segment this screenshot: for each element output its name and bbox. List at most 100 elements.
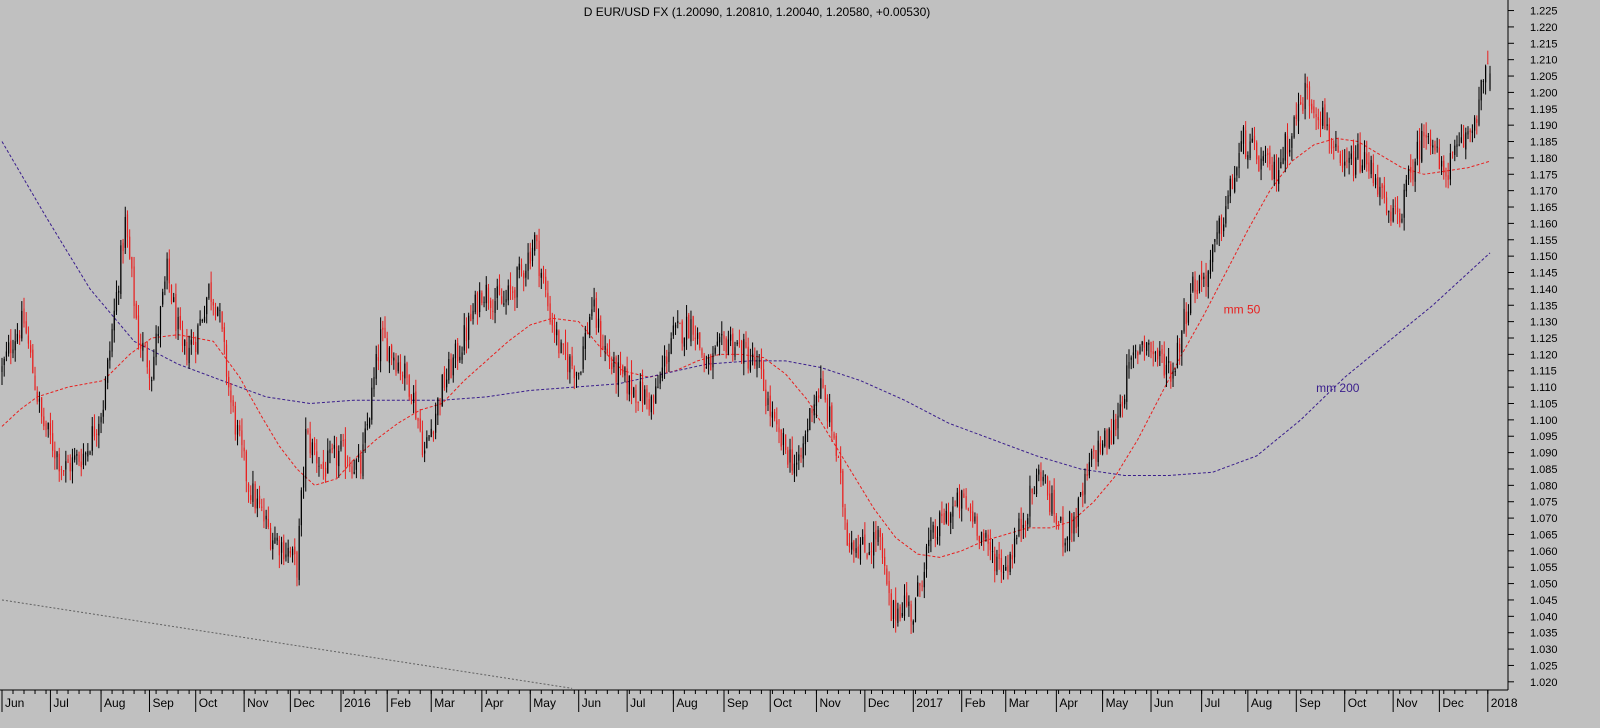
- candle-body: [115, 292, 118, 312]
- candle-body: [1414, 161, 1416, 182]
- candle: [908, 595, 910, 617]
- candle: [1469, 128, 1471, 143]
- candle: [1295, 102, 1297, 126]
- candle: [1449, 143, 1451, 186]
- candle: [558, 329, 560, 359]
- candle-body: [745, 342, 747, 348]
- candle-body: [692, 316, 694, 335]
- candle: [516, 266, 518, 308]
- candle: [496, 278, 498, 310]
- candle: [382, 320, 384, 342]
- candle-body: [69, 462, 71, 472]
- candle-body: [366, 424, 368, 426]
- candle-body: [1088, 462, 1090, 476]
- candle: [989, 529, 991, 561]
- y-tick-label: 1.035: [1530, 628, 1558, 640]
- candle-body: [1154, 352, 1157, 354]
- candle: [1220, 214, 1223, 242]
- candle-body: [1051, 493, 1053, 514]
- candle: [1139, 344, 1141, 355]
- candle: [294, 538, 296, 566]
- candle: [1271, 156, 1273, 181]
- candle-body: [908, 601, 910, 606]
- candle-body: [230, 390, 232, 403]
- candle: [1443, 155, 1445, 180]
- candle: [384, 316, 386, 339]
- candle-body: [1020, 519, 1022, 531]
- candle-body: [763, 369, 765, 391]
- candle: [553, 314, 556, 343]
- candle-body: [520, 264, 523, 271]
- candle-body: [787, 450, 789, 465]
- candle: [857, 534, 859, 559]
- candle: [289, 546, 291, 558]
- candle: [1203, 272, 1205, 288]
- x-tick-label: Mar: [1009, 696, 1030, 710]
- candle-body: [1220, 217, 1223, 234]
- candle: [866, 552, 868, 560]
- candle-body: [1401, 218, 1403, 222]
- candle-body: [16, 333, 19, 342]
- candle-body: [285, 554, 287, 558]
- candle-body: [1458, 144, 1460, 146]
- candle-body: [1278, 170, 1280, 184]
- candle-body: [727, 339, 729, 354]
- candle-body: [1443, 160, 1445, 173]
- candle-body: [375, 354, 377, 379]
- candle: [734, 341, 736, 361]
- candle-body: [485, 284, 487, 304]
- x-tick-label: Nov: [247, 696, 268, 710]
- candle-body: [567, 354, 569, 372]
- candle: [683, 337, 685, 357]
- candle: [595, 292, 597, 335]
- y-tick-label: 1.180: [1530, 153, 1558, 165]
- candle-body: [767, 398, 769, 406]
- candle: [52, 420, 54, 458]
- candle-body: [1416, 141, 1418, 159]
- candle: [994, 546, 996, 583]
- candle-body: [1212, 244, 1214, 263]
- candle-body: [1033, 493, 1035, 495]
- candle: [1093, 445, 1095, 459]
- candle: [1436, 137, 1438, 153]
- candle-body: [1348, 157, 1350, 163]
- candle-body: [1192, 276, 1194, 292]
- candle-body: [1454, 145, 1456, 155]
- candle: [1165, 356, 1168, 387]
- candle-body: [155, 333, 157, 358]
- candle: [120, 239, 122, 299]
- candle: [1245, 121, 1247, 160]
- x-tick-label: Apr: [1059, 696, 1078, 710]
- candle-body: [1245, 130, 1247, 158]
- candle-body: [1487, 63, 1489, 65]
- candle: [391, 343, 393, 366]
- candle: [1317, 108, 1319, 130]
- candle-body: [670, 338, 672, 354]
- candle: [641, 369, 644, 412]
- candle: [446, 368, 448, 393]
- candle: [1088, 452, 1090, 479]
- candle: [375, 345, 377, 386]
- candle: [1357, 133, 1359, 160]
- candle-body: [85, 453, 87, 455]
- candle-body: [329, 449, 331, 453]
- candle-body: [1269, 152, 1271, 164]
- candle-body: [203, 316, 206, 322]
- candle: [1418, 128, 1421, 173]
- candle-body: [1374, 178, 1377, 185]
- candle: [1236, 166, 1238, 182]
- candle: [787, 446, 789, 468]
- candle: [972, 500, 974, 528]
- candle: [399, 354, 402, 381]
- candle: [164, 276, 166, 296]
- candle-body: [34, 375, 36, 391]
- candle-body: [820, 378, 822, 399]
- candle: [1, 357, 3, 386]
- candle: [509, 272, 512, 300]
- candle-body: [1405, 179, 1407, 192]
- candle: [333, 435, 335, 459]
- candle-body: [373, 376, 375, 390]
- candle-body: [1132, 352, 1135, 356]
- candle: [459, 345, 461, 363]
